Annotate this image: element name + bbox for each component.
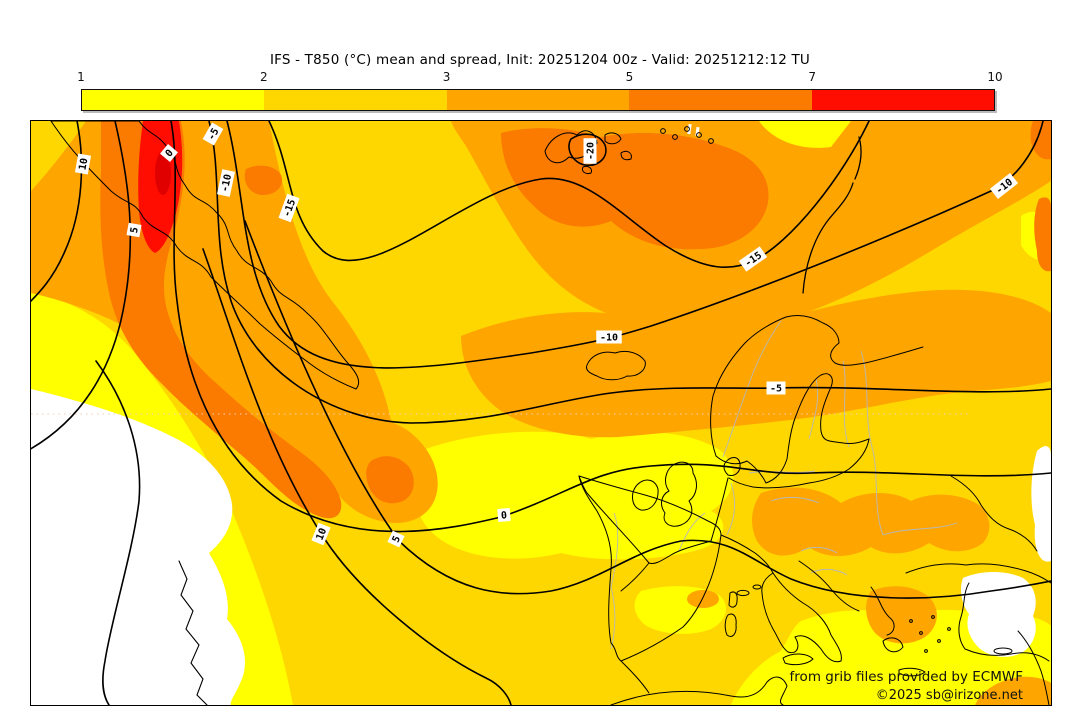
svg-text:5: 5 [391, 534, 404, 544]
contour-label: 10 [74, 153, 92, 175]
coast-ireland [632, 479, 659, 511]
contour-label: 5 [387, 530, 405, 548]
contour-label: -20 [583, 138, 597, 164]
colorbar-segment-3-5 [446, 90, 630, 110]
contour-label: -10 [216, 169, 236, 197]
coast-iberia [578, 475, 722, 662]
coast-greenland [50, 121, 360, 390]
contour-label: 5 [126, 222, 142, 238]
svg-text:5: 5 [129, 226, 141, 234]
coast-blacksea [950, 475, 1038, 552]
colorbar-segment-5-7 [629, 90, 812, 110]
coast-britain [661, 461, 697, 527]
svg-text:10: 10 [78, 157, 91, 171]
contour-label: -10 [596, 330, 622, 344]
svg-text:-20: -20 [586, 142, 597, 160]
coast-greece [870, 586, 895, 636]
colorbar-tick-label: 7 [808, 70, 817, 84]
coast-italy [761, 572, 842, 663]
contour-label: 0 [160, 144, 178, 162]
credit-copyright-text: ©2025 sb@irizone.net [875, 688, 1023, 703]
colorbar-tick-label: 5 [625, 70, 634, 84]
contour-label: -5 [202, 122, 224, 146]
svg-text:10: 10 [315, 527, 330, 542]
colorbar-segment-1-2 [82, 90, 265, 110]
svg-text:0: 0 [164, 148, 176, 160]
svg-text:-10: -10 [600, 333, 618, 344]
contour-label: 10 [311, 522, 331, 546]
contour-label: 0 [497, 507, 511, 523]
country-borders [610, 320, 958, 650]
colorbar-segment-2-3 [264, 90, 447, 110]
svg-text:0: 0 [501, 510, 508, 521]
page-title: IFS - T850 (°C) mean and spread, Init: 2… [269, 52, 811, 68]
coast-iceland [586, 350, 646, 381]
colorbar-tick-label: 3 [442, 70, 451, 84]
t850-contours [31, 121, 1051, 705]
coast-scandinavia [710, 314, 924, 457]
colorbar: 1 2 3 5 7 10 [77, 70, 1003, 111]
svg-text:-10: -10 [220, 173, 235, 193]
coastlines [50, 121, 1051, 705]
svg-text:-5: -5 [206, 127, 222, 143]
colorbar-segment-7-10 [811, 90, 995, 110]
map-canvas: 10 5 0 -5 -10 -15 -20 -15 -10 -10 -5 0 5 10 [30, 120, 1052, 706]
contour-label: -5 [766, 381, 786, 395]
colorbar-tick-label: 1 [77, 70, 85, 84]
credit-ecmwf-text: from grib files provided by ECMWF [789, 669, 1023, 685]
colorbar-scale [81, 89, 995, 111]
colorbar-tick-label: 10 [987, 70, 1003, 84]
svg-text:-5: -5 [770, 384, 782, 395]
colorbar-tick-label: 2 [259, 70, 268, 84]
